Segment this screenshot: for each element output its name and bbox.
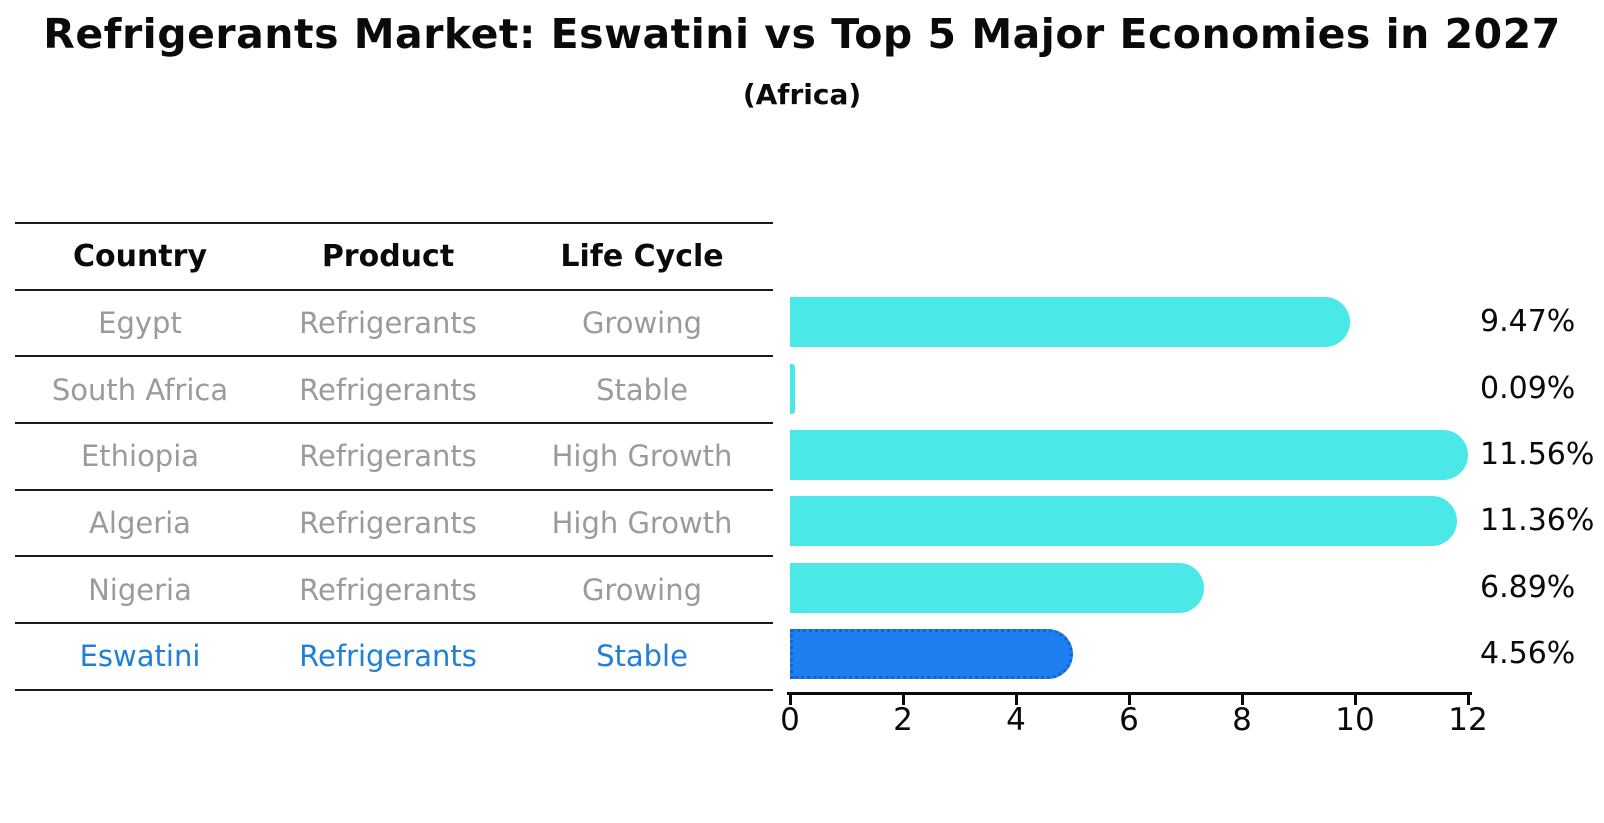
x-axis-tick-label: 10 xyxy=(1335,702,1375,738)
bar-nigeria xyxy=(790,563,1205,613)
table-row-eswatini: Eswatini Refrigerants Stable xyxy=(15,622,773,689)
table-body: Egypt Refrigerants Growing South Africa … xyxy=(15,288,773,689)
column-header-product: Product xyxy=(321,238,455,274)
x-axis-tick xyxy=(1467,695,1470,705)
table-row-south-africa: South Africa Refrigerants Stable xyxy=(15,355,773,422)
cell-product: Refrigerants xyxy=(299,306,477,341)
table-row-algeria: Algeria Refrigerants High Growth xyxy=(15,488,773,556)
x-axis-tick xyxy=(1241,695,1244,705)
chart-title: Refrigerants Market: Eswatini vs Top 5 M… xyxy=(43,10,1561,58)
x-axis-spine xyxy=(787,692,1472,695)
bar-egypt xyxy=(790,297,1351,347)
cell-country: Nigeria xyxy=(88,572,192,607)
value-label-ethiopia: 11.56% xyxy=(1480,437,1595,472)
bar-south-africa xyxy=(790,364,796,414)
cell-product: Refrigerants xyxy=(299,439,477,474)
x-axis-tick xyxy=(1128,695,1131,705)
cell-product: Refrigerants xyxy=(299,639,477,674)
value-label-algeria: 11.36% xyxy=(1480,503,1595,538)
bar-eswatini xyxy=(790,629,1073,679)
x-axis-tick-label: 2 xyxy=(893,702,913,738)
cell-country: Egypt xyxy=(98,306,182,341)
x-axis-tick xyxy=(1354,695,1357,705)
table-header-row: Country Product Life Cycle xyxy=(15,222,773,289)
x-axis-tick-label: 0 xyxy=(780,702,800,738)
cell-country: Algeria xyxy=(89,506,191,541)
cell-product: Refrigerants xyxy=(299,572,477,607)
value-label-nigeria: 6.89% xyxy=(1480,570,1576,605)
table-row-egypt: Egypt Refrigerants Growing xyxy=(15,288,773,356)
column-header-country: Country xyxy=(72,238,208,274)
value-label-egypt: 9.47% xyxy=(1480,304,1576,339)
cell-life-cycle: Stable xyxy=(596,372,688,407)
cell-country: Ethiopia xyxy=(80,439,200,474)
x-axis-tick xyxy=(789,695,792,705)
x-axis-tick-label: 8 xyxy=(1232,702,1252,738)
bar-algeria xyxy=(790,496,1457,546)
x-axis-tick-label: 12 xyxy=(1448,702,1488,738)
cell-life-cycle: Stable xyxy=(596,639,688,674)
x-axis-tick-label: 4 xyxy=(1006,702,1026,738)
cell-life-cycle: High Growth xyxy=(551,439,733,474)
cell-product: Refrigerants xyxy=(299,372,477,407)
x-axis-tick xyxy=(902,695,905,705)
bar-ethiopia xyxy=(790,430,1469,480)
country-table: Country Product Life Cycle Egypt Refrige… xyxy=(15,222,773,691)
value-label-south-africa: 0.09% xyxy=(1480,371,1576,406)
cell-country: South Africa xyxy=(51,372,229,407)
column-header-life-cycle: Life Cycle xyxy=(560,238,724,274)
table-row-ethiopia: Ethiopia Refrigerants High Growth xyxy=(15,422,773,489)
value-label-eswatini: 4.56% xyxy=(1480,636,1576,671)
x-axis-tick xyxy=(1015,695,1018,705)
chart-subtitle: (Africa) xyxy=(742,78,862,111)
table-row-nigeria: Nigeria Refrigerants Growing xyxy=(15,555,773,622)
cell-country: Eswatini xyxy=(79,639,201,674)
cell-life-cycle: Growing xyxy=(581,572,703,607)
cell-life-cycle: High Growth xyxy=(551,506,733,541)
cell-product: Refrigerants xyxy=(299,506,477,541)
cell-life-cycle: Growing xyxy=(581,306,703,341)
x-axis-tick-label: 6 xyxy=(1119,702,1139,738)
